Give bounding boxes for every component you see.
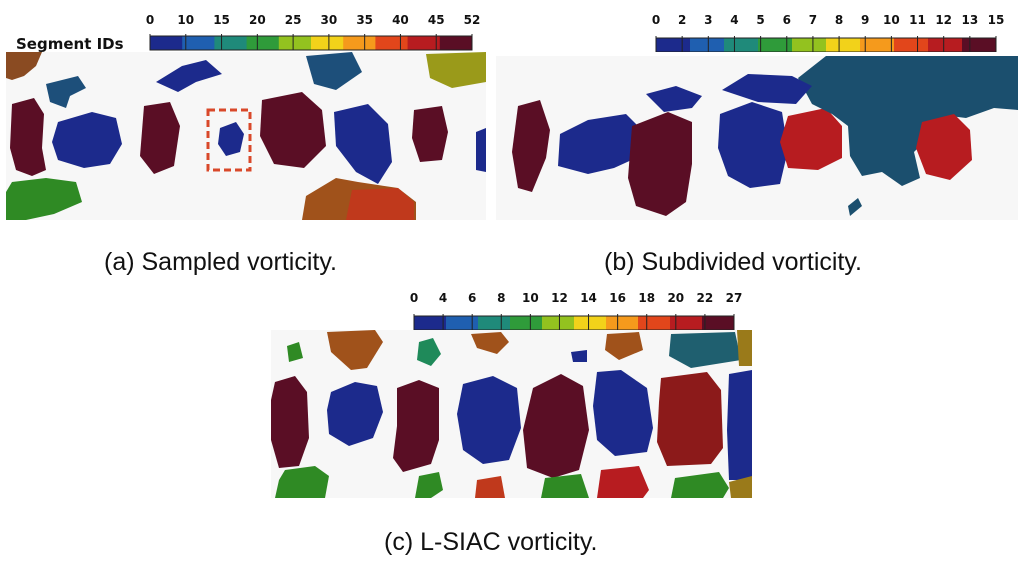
- caption-c: (c) L-SIAC vorticity.: [384, 528, 598, 556]
- colorbar-segment: [894, 38, 929, 52]
- colorbar-segment: [375, 36, 409, 50]
- colorbar-a: 0 10 15 20 25 30 35 40 45 52: [146, 13, 480, 51]
- colorbar-segment: [214, 36, 248, 50]
- colorbar-tick-label: 35: [356, 13, 373, 27]
- colorbar-tick-label: 10: [177, 13, 194, 27]
- colorbar-segment: [928, 38, 963, 52]
- colorbar-segment: [439, 36, 473, 50]
- colorbar-tick-label: 52: [464, 13, 480, 27]
- colorbar-tick-label: 40: [392, 13, 409, 27]
- colorbar-segment: [860, 38, 895, 52]
- colorbar-tick-label: 11: [909, 13, 926, 27]
- colorbar-segment: [278, 36, 312, 50]
- colorbar-tick-label: 0: [146, 13, 154, 27]
- colorbar-tick-label: 8: [835, 13, 843, 27]
- colorbar-tick-label: 20: [249, 13, 266, 27]
- colorbar-segment: [414, 316, 447, 330]
- colorbar-tick-label: 25: [285, 13, 302, 27]
- colorbar-segment: [724, 38, 759, 52]
- colorbar-tick-label: 15: [213, 13, 230, 27]
- colorbar-tick-label: 15: [988, 13, 1005, 27]
- colorbar-segment: [670, 316, 703, 330]
- colorbar-segment: [510, 316, 543, 330]
- colorbar-tick-label: 5: [756, 13, 764, 27]
- caption-a: (a) Sampled vorticity.: [104, 248, 337, 276]
- colorbar-segment: [311, 36, 344, 50]
- colorbar-segment: [246, 36, 280, 50]
- colorbar-tick-label: 12: [551, 291, 568, 305]
- colorbar-tick-label: 4: [439, 291, 447, 305]
- colorbar-segment: [407, 36, 441, 50]
- colorbar-tick-label: 12: [935, 13, 952, 27]
- colorbar-segment: [690, 38, 725, 52]
- colorbar-tick-label: 0: [410, 291, 418, 305]
- panel-c-plot: [271, 330, 752, 498]
- colorbar-tick-label: 4: [730, 13, 738, 27]
- colorbar-segment: [606, 316, 639, 330]
- colorbar-tick-label: 45: [428, 13, 445, 27]
- colorbar-segment: [182, 36, 215, 50]
- colorbar-tick-label: 30: [321, 13, 338, 27]
- colorbar-tick-label: 9: [861, 13, 869, 27]
- colorbar-segment: [638, 316, 671, 330]
- colorbar-tick-label: 3: [704, 13, 712, 27]
- colorbar-tick-label: 6: [468, 291, 476, 305]
- colorbar-tick-label: 10: [883, 13, 900, 27]
- panel-b-plot: [496, 56, 1018, 220]
- colorbar-tick-label: 10: [522, 291, 539, 305]
- colorbar-segment: [656, 38, 691, 52]
- colorbar-segment: [478, 316, 511, 330]
- colorbar-segment: [446, 316, 479, 330]
- colorbar-tick-label: 0: [652, 13, 660, 27]
- highlight-box: [206, 108, 252, 172]
- colorbar-segment: [343, 36, 376, 50]
- colorbar-tick-label: 13: [961, 13, 978, 27]
- caption-b: (b) Subdivided vorticity.: [604, 248, 862, 276]
- colorbar-tick-label: 16: [609, 291, 626, 305]
- colorbar-segment: [150, 36, 183, 50]
- colorbar-tick-label: 20: [667, 291, 684, 305]
- colorbar-tick-label: 27: [726, 291, 743, 305]
- colorbar-tick-label: 8: [497, 291, 505, 305]
- colorbar-segment: [962, 38, 997, 52]
- colorbar-tick-label: 14: [580, 291, 597, 305]
- colorbar-segment: [702, 316, 735, 330]
- colorbar-tick-label: 7: [809, 13, 817, 27]
- colorbar-segment: [826, 38, 861, 52]
- colorbar-segment: [542, 316, 575, 330]
- colorbar-segment: [758, 38, 793, 52]
- colorbar-b: 0 2 3 4 5 6 7 8 9 10 11 12 13 15: [652, 13, 1005, 52]
- colorbar-tick-label: 2: [678, 13, 686, 27]
- colorbar-tick-label: 22: [697, 291, 714, 305]
- colorbar-c: 0 4 6 8 10 12 14 16 18 20 22 27: [410, 291, 743, 330]
- panel-a-plot: [6, 52, 486, 220]
- colorbar-tick-label: 18: [638, 291, 655, 305]
- colorbar-segment: [792, 38, 827, 52]
- colorbar-segment: [574, 316, 607, 330]
- colorbar-a-title: Segment IDs: [16, 35, 124, 53]
- colorbar-tick-label: 6: [783, 13, 791, 27]
